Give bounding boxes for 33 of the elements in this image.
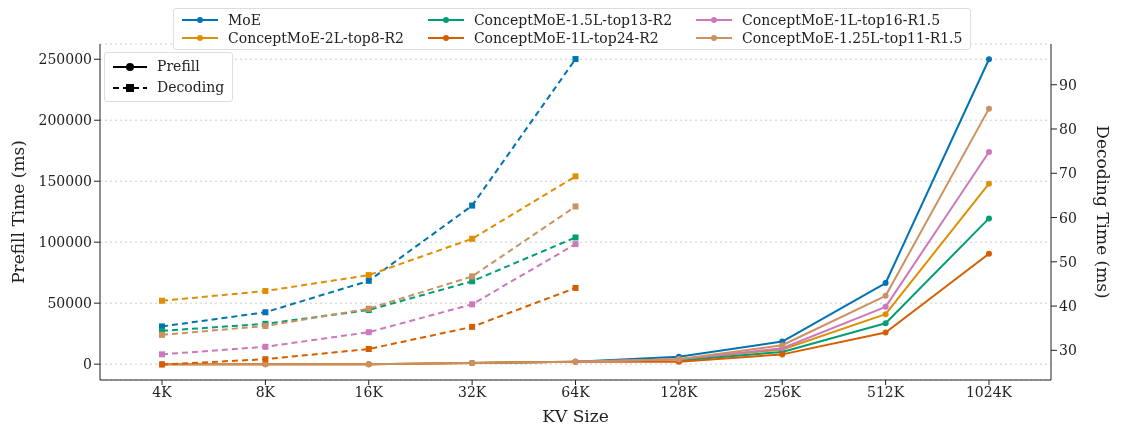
legend-label: ConceptMoE-1L-top16-R1.5 (742, 11, 941, 29)
y-tick-label: 250000 (38, 51, 92, 68)
y-tick-label: 100000 (38, 234, 92, 251)
x-tick-label: 32K (457, 383, 487, 400)
y2-tick-label: 30 (1059, 342, 1077, 359)
legend-label: ConceptMoE-1.5L-top13-R2 (473, 11, 673, 29)
y-tick-label: 200000 (38, 112, 92, 129)
legend-label: MoE (228, 11, 261, 29)
x-tick-label: 4K (152, 383, 173, 400)
x-tick-label: 128K (660, 383, 698, 400)
y-tick-label: 50000 (47, 295, 92, 312)
y2-tick-label: 50 (1059, 253, 1077, 270)
y2-tick-label: 60 (1059, 209, 1077, 226)
x-tick-label: 512K (867, 383, 905, 400)
annotation: Decoding (157, 78, 225, 97)
x-tick-label: 64K (561, 383, 591, 400)
y2-axis-title: Decoding Time (ms) (1092, 125, 1113, 299)
y2-tick-label: 40 (1059, 298, 1077, 315)
x-tick-label: 16K (354, 383, 384, 400)
legend-label: ConceptMoE-1L-top24-R2 (473, 29, 659, 47)
x-tick-label: 256K (763, 383, 802, 400)
legend-label: ConceptMoE-2L-top8-R2 (228, 29, 404, 47)
y2-tick-label: 80 (1059, 120, 1077, 137)
legend-label: ConceptMoE-1.25L-top11-R1.5 (742, 29, 963, 47)
y-axis-title: Prefill Time (ms) (8, 140, 29, 284)
y-tick-label: 0 (83, 356, 92, 373)
y-tick-label: 150000 (38, 173, 92, 190)
x-axis-title: KV Size (542, 406, 609, 426)
x-tick-label: 8K (255, 383, 276, 400)
y2-tick-label: 90 (1059, 76, 1077, 93)
x-tick-label: 1024K (965, 383, 1013, 400)
y2-tick-label: 70 (1059, 165, 1077, 182)
annotation: Prefill (157, 57, 200, 76)
